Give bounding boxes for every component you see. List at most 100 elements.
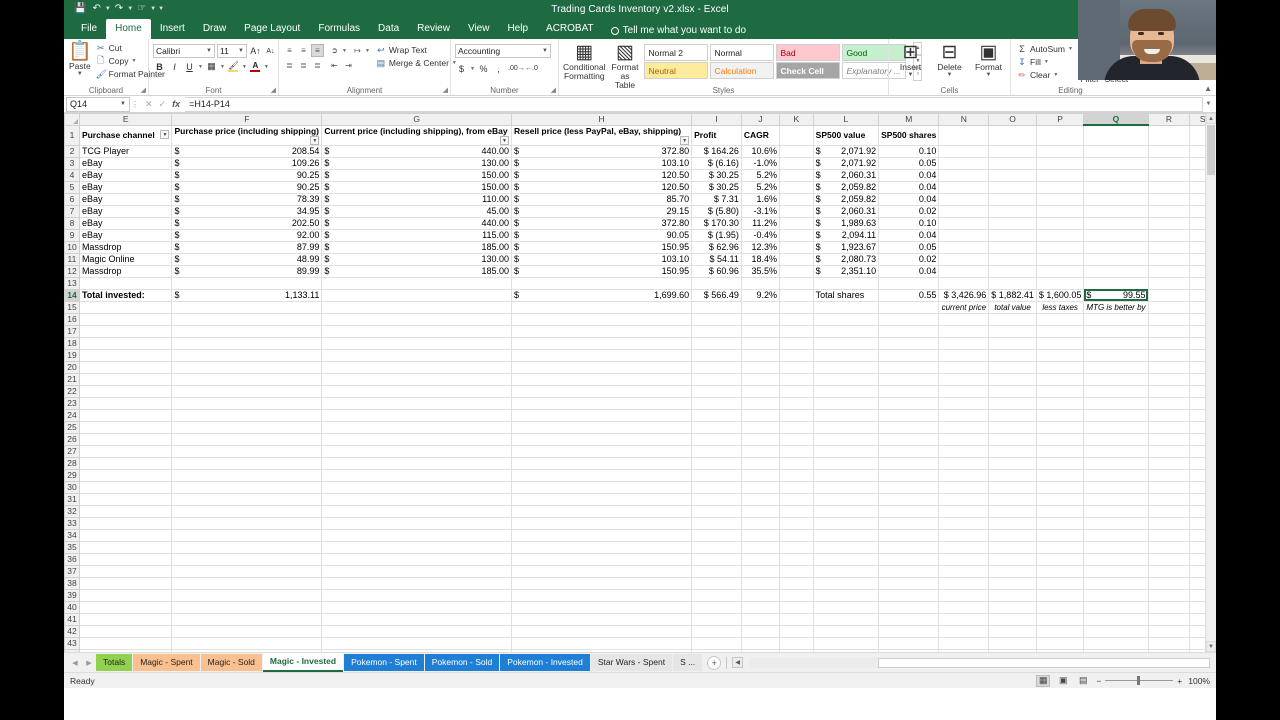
styles-scroll-up-icon[interactable]: ▲ bbox=[913, 42, 923, 55]
cell-F31[interactable] bbox=[171, 493, 323, 506]
cell-I37[interactable] bbox=[691, 565, 742, 578]
cell-P20[interactable] bbox=[1036, 361, 1085, 374]
cell-M22[interactable] bbox=[878, 385, 940, 398]
cell-K16[interactable] bbox=[779, 313, 814, 326]
cell-I12[interactable]: $ 60.96 bbox=[691, 265, 742, 278]
cell-R36[interactable] bbox=[1148, 553, 1191, 566]
cell-P3[interactable] bbox=[1036, 157, 1085, 170]
cell-P21[interactable] bbox=[1036, 373, 1085, 386]
cell-E8[interactable]: eBay bbox=[79, 217, 173, 230]
row-header-7[interactable]: 7 bbox=[64, 204, 80, 218]
cell-R21[interactable] bbox=[1148, 373, 1191, 386]
cell-K9[interactable] bbox=[779, 229, 814, 242]
cell-Q19[interactable] bbox=[1083, 349, 1149, 362]
cell-J18[interactable] bbox=[741, 337, 781, 350]
cell-R6[interactable] bbox=[1148, 193, 1191, 206]
cell-I44[interactable] bbox=[691, 649, 742, 652]
cell-M37[interactable] bbox=[878, 565, 940, 578]
ribbon-tab-draw[interactable]: Draw bbox=[202, 23, 227, 34]
cell-O19[interactable] bbox=[988, 349, 1037, 362]
column-header-F[interactable]: F bbox=[171, 113, 323, 126]
cell-J6[interactable]: 1.6% bbox=[741, 193, 781, 206]
cell-Q13[interactable] bbox=[1083, 277, 1149, 290]
cell-H25[interactable] bbox=[511, 421, 693, 434]
cell-F9[interactable]: $92.00 bbox=[171, 229, 323, 242]
cell-G27[interactable] bbox=[321, 445, 513, 458]
cell-M19[interactable] bbox=[878, 349, 940, 362]
cell-N21[interactable] bbox=[938, 373, 990, 386]
cell-M8[interactable]: 0.10 bbox=[878, 217, 940, 230]
row-header-36[interactable]: 36 bbox=[64, 552, 80, 566]
cell-K4[interactable] bbox=[779, 169, 814, 182]
cell-J8[interactable]: 11.2% bbox=[741, 217, 781, 230]
cell-P32[interactable] bbox=[1036, 505, 1085, 518]
cell-G43[interactable] bbox=[321, 637, 513, 650]
cell-N27[interactable] bbox=[938, 445, 990, 458]
cell-R39[interactable] bbox=[1148, 589, 1191, 602]
style-explanatory[interactable]: Explanatory ... bbox=[842, 62, 907, 79]
cell-O38[interactable] bbox=[988, 577, 1037, 590]
cell-N32[interactable] bbox=[938, 505, 990, 518]
cell-R12[interactable] bbox=[1148, 265, 1191, 278]
underline-button[interactable]: U bbox=[186, 61, 193, 72]
cell-L13[interactable] bbox=[813, 277, 880, 290]
cell-E24[interactable] bbox=[79, 409, 173, 422]
cell-I13[interactable] bbox=[691, 277, 742, 290]
column-header-R[interactable]: R bbox=[1147, 113, 1191, 126]
cell-K10[interactable] bbox=[779, 241, 814, 254]
cell-O27[interactable] bbox=[988, 445, 1037, 458]
cell-P37[interactable] bbox=[1036, 565, 1085, 578]
row-header-39[interactable]: 39 bbox=[64, 588, 80, 602]
cell-G5[interactable]: $150.00 bbox=[321, 181, 513, 194]
touch-mode-icon[interactable]: ☞ bbox=[137, 3, 147, 14]
cell-K26[interactable] bbox=[779, 433, 814, 446]
normal-view-icon[interactable]: ▦ bbox=[1036, 674, 1051, 687]
cell-J39[interactable] bbox=[741, 589, 781, 602]
row-header-31[interactable]: 31 bbox=[64, 492, 80, 506]
header-cell-M1[interactable]: SP500 shares bbox=[878, 125, 940, 146]
cell-R24[interactable] bbox=[1148, 409, 1191, 422]
cell-L6[interactable]: $2,059.82 bbox=[813, 193, 880, 206]
cell-N7[interactable] bbox=[938, 205, 990, 218]
row-header-23[interactable]: 23 bbox=[64, 396, 80, 410]
quick-access-toolbar[interactable]: 💾 ↶ ▼ ↷ ▼ ☞ ▼ ▼ bbox=[64, 0, 164, 18]
cell-Q24[interactable] bbox=[1083, 409, 1149, 422]
cell-M17[interactable] bbox=[878, 325, 940, 338]
cell-G14[interactable] bbox=[321, 289, 513, 302]
cell-M36[interactable] bbox=[878, 553, 940, 566]
cell-R35[interactable] bbox=[1148, 541, 1191, 554]
cell-N9[interactable] bbox=[938, 229, 990, 242]
cell-Q23[interactable] bbox=[1083, 397, 1149, 410]
cell-H2[interactable]: $372.80 bbox=[511, 145, 693, 158]
cell-O13[interactable] bbox=[988, 277, 1037, 290]
cell-O26[interactable] bbox=[988, 433, 1037, 446]
expand-formula-bar-icon[interactable]: ▼ bbox=[1205, 101, 1212, 107]
cell-H14[interactable]: $1,699.60 bbox=[511, 289, 693, 302]
cell-M44[interactable] bbox=[878, 649, 940, 652]
cell-M15[interactable] bbox=[878, 301, 940, 314]
cell-G24[interactable] bbox=[321, 409, 513, 422]
customize-qat-icon[interactable]: ▼ bbox=[158, 6, 165, 12]
cell-N11[interactable] bbox=[938, 253, 990, 266]
zoom-track[interactable] bbox=[1105, 676, 1174, 685]
cell-J43[interactable] bbox=[741, 637, 781, 650]
row-header-42[interactable]: 42 bbox=[64, 624, 80, 638]
cell-I39[interactable] bbox=[691, 589, 742, 602]
cell-M25[interactable] bbox=[878, 421, 940, 434]
save-icon[interactable]: 💾 bbox=[74, 3, 87, 14]
cell-P35[interactable] bbox=[1036, 541, 1085, 554]
cell-E18[interactable] bbox=[79, 337, 173, 350]
cell-L12[interactable]: $2,351.10 bbox=[813, 265, 880, 278]
row-header-38[interactable]: 38 bbox=[64, 576, 80, 590]
vertical-scroll-thumb[interactable] bbox=[1207, 125, 1215, 175]
fill-color-dropdown-icon[interactable]: ▼ bbox=[241, 63, 247, 70]
insert-cells-button[interactable]: ⊞ Insert ▼ bbox=[893, 42, 928, 79]
cell-N35[interactable] bbox=[938, 541, 990, 554]
cell-J2[interactable]: 10.6% bbox=[741, 145, 781, 158]
cell-E27[interactable] bbox=[79, 445, 173, 458]
cell-M16[interactable] bbox=[878, 313, 940, 326]
cell-R3[interactable] bbox=[1148, 157, 1191, 170]
cell-I17[interactable] bbox=[691, 325, 742, 338]
cell-K29[interactable] bbox=[779, 469, 814, 482]
zoom-level[interactable]: 100% bbox=[1188, 675, 1210, 686]
